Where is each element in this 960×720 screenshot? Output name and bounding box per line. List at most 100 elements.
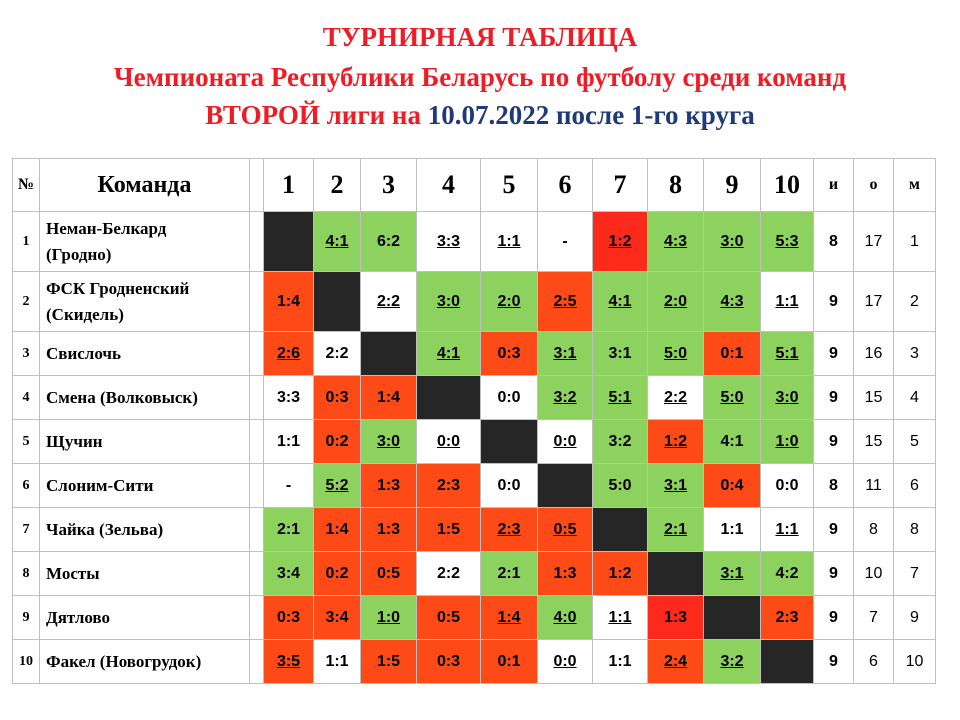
match-result-cell: 2:2 — [647, 375, 704, 420]
row-separator — [249, 639, 264, 684]
match-result-cell: 0:0 — [537, 419, 593, 464]
match-score: 5:1 — [608, 388, 632, 406]
match-result-cell: 1:1 — [703, 507, 761, 552]
match-result-cell: 4:2 — [760, 551, 814, 596]
header-row: № Команда 1 2 3 4 5 6 7 8 9 10 и о м — [12, 158, 936, 212]
match-result-cell: 2:3 — [480, 507, 538, 552]
match-score: 0:0 — [553, 652, 577, 670]
match-result-cell: 0:5 — [416, 595, 481, 640]
row-number: 4 — [12, 375, 40, 420]
match-result-cell: 0:4 — [703, 463, 761, 508]
match-score: 1:2 — [608, 564, 632, 582]
match-score: 1:1 — [775, 292, 799, 310]
match-result-cell: 1:2 — [647, 419, 704, 464]
match-score: 0:2 — [325, 432, 349, 450]
header-games: и — [813, 158, 854, 212]
match-result-cell: 1:5 — [360, 639, 417, 684]
match-result-cell: 0:3 — [480, 331, 538, 376]
match-score: 0:0 — [775, 476, 799, 494]
team-name-line1: ФСК Гродненский — [46, 278, 190, 298]
league-label: ВТОРОЙ лиги на — [205, 100, 428, 130]
header-col-3: 3 — [360, 158, 417, 212]
row-separator — [249, 551, 264, 596]
match-result-cell: 0:5 — [537, 507, 593, 552]
match-score: - — [562, 232, 568, 250]
row-separator — [249, 271, 264, 332]
match-score: 3:0 — [376, 432, 401, 450]
match-score: 1:4 — [497, 608, 521, 626]
match-score: 0:3 — [436, 652, 461, 670]
row-separator — [249, 463, 264, 508]
row-number: 1 — [12, 211, 40, 272]
match-result-cell: 1:1 — [592, 595, 648, 640]
match-score: 2:6 — [276, 344, 301, 362]
match-score: 2:2 — [436, 564, 461, 582]
match-result-cell: 4:1 — [416, 331, 481, 376]
match-result-cell: 5:0 — [703, 375, 761, 420]
match-score: 2:4 — [663, 652, 688, 670]
match-result-cell: 0:3 — [416, 639, 481, 684]
match-score: 3:0 — [720, 232, 744, 250]
match-result-cell: 0:0 — [480, 375, 538, 420]
self-match-cell — [760, 639, 814, 684]
match-score: 5:2 — [325, 476, 349, 494]
self-match-cell — [647, 551, 704, 596]
points: 8 — [853, 507, 894, 552]
header-col-10: 10 — [760, 158, 814, 212]
match-score: 1:1 — [325, 652, 349, 670]
match-score: 1:1 — [608, 608, 632, 626]
match-result-cell: 1:1 — [313, 639, 361, 684]
match-score: - — [285, 476, 292, 494]
match-score: 5:3 — [775, 232, 799, 250]
header-points: о — [853, 158, 894, 212]
header-num: № — [12, 158, 40, 212]
match-result-cell: 4:1 — [592, 271, 648, 332]
match-score: 2:3 — [775, 608, 799, 626]
games-played: 9 — [813, 551, 854, 596]
header-col-5: 5 — [480, 158, 538, 212]
match-score: 0:0 — [497, 388, 521, 406]
match-result-cell: 3:1 — [647, 463, 704, 508]
team-name: Мосты — [39, 551, 250, 596]
row-number: 5 — [12, 419, 40, 464]
team-name-line1: Мосты — [46, 563, 100, 583]
table-row: 6 Слоним-Сити - 5:2 1:3 2:3 0:0 5:0 3:1 0:4 0:0 8 11… — [12, 463, 936, 508]
self-match-cell — [360, 331, 417, 376]
row-number: 9 — [12, 595, 40, 640]
match-result-cell: 2:2 — [313, 331, 361, 376]
match-result-cell: 0:0 — [416, 419, 481, 464]
self-match-cell — [592, 507, 648, 552]
match-result-cell: 3:2 — [703, 639, 761, 684]
header-col-4: 4 — [416, 158, 481, 212]
games-played: 9 — [813, 507, 854, 552]
match-score: 3:5 — [276, 652, 301, 670]
match-score: 2:5 — [553, 292, 577, 310]
self-match-cell — [537, 463, 593, 508]
match-result-cell: 0:5 — [360, 551, 417, 596]
match-score: 2:2 — [376, 292, 401, 310]
match-result-cell: 1:1 — [592, 639, 648, 684]
match-score: 1:3 — [376, 476, 401, 494]
header-col-9: 9 — [703, 158, 761, 212]
match-score: 4:2 — [775, 564, 799, 582]
row-number: 2 — [12, 271, 40, 332]
row-separator — [249, 595, 264, 640]
table-row: 8 Мосты 3:4 0:2 0:5 2:2 2:1 1:3 1:2 3:1 4:2 9 10 7 — [12, 551, 936, 596]
self-match-cell — [313, 271, 361, 332]
match-score: 1:3 — [553, 564, 577, 582]
row-number: 7 — [12, 507, 40, 552]
match-score: 3:0 — [775, 388, 799, 406]
match-result-cell: 3:3 — [416, 211, 481, 272]
self-match-cell — [480, 419, 538, 464]
match-score: 0:0 — [553, 432, 577, 450]
table-row: 7 Чайка (Зельва) 2:1 1:4 1:3 1:5 2:3 0:5 2:1 1:1 1… — [12, 507, 936, 552]
team-name-line2: (Гродно) — [46, 244, 112, 264]
match-score: 1:3 — [376, 520, 401, 538]
match-score: 1:1 — [720, 520, 744, 538]
match-result-cell: 0:0 — [480, 463, 538, 508]
match-score: 0:0 — [436, 432, 461, 450]
table-row: 9 Дятлово 0:3 3:4 1:0 0:5 1:4 4:0 1:1 1:3 2:3 9 7 9 — [12, 595, 936, 640]
match-score: 1:5 — [376, 652, 401, 670]
match-score: 0:3 — [497, 344, 521, 362]
match-result-cell: 5:2 — [313, 463, 361, 508]
